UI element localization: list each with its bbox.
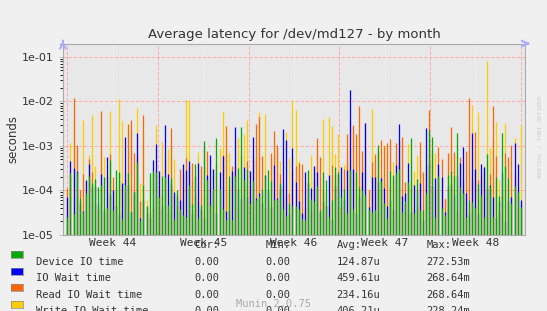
Text: Cur:: Cur:	[194, 240, 219, 250]
Title: Average latency for /dev/md127 - by month: Average latency for /dev/md127 - by mont…	[148, 28, 440, 41]
Text: 268.64m: 268.64m	[427, 290, 470, 299]
Text: 0.00: 0.00	[265, 290, 290, 299]
Text: 124.87u: 124.87u	[336, 257, 380, 267]
Text: 0.00: 0.00	[265, 306, 290, 311]
Text: 406.21u: 406.21u	[336, 306, 380, 311]
Y-axis label: seconds: seconds	[6, 115, 19, 163]
Text: 0.00: 0.00	[265, 273, 290, 283]
Text: 459.61u: 459.61u	[336, 273, 380, 283]
Text: 268.64m: 268.64m	[427, 273, 470, 283]
Text: 0.00: 0.00	[194, 273, 219, 283]
Text: Write IO Wait time: Write IO Wait time	[36, 306, 148, 311]
Text: RRDTOOL / TOBI OETIKER: RRDTOOL / TOBI OETIKER	[538, 95, 543, 178]
Text: Device IO time: Device IO time	[36, 257, 123, 267]
Text: 0.00: 0.00	[194, 257, 219, 267]
Text: Read IO Wait time: Read IO Wait time	[36, 290, 142, 299]
Text: Max:: Max:	[427, 240, 452, 250]
Text: 0.00: 0.00	[265, 257, 290, 267]
Text: IO Wait time: IO Wait time	[36, 273, 110, 283]
Text: 0.00: 0.00	[194, 306, 219, 311]
Text: 234.16u: 234.16u	[336, 290, 380, 299]
Text: 272.53m: 272.53m	[427, 257, 470, 267]
Text: Munin 2.0.75: Munin 2.0.75	[236, 299, 311, 309]
Text: 0.00: 0.00	[194, 290, 219, 299]
Text: 228.24m: 228.24m	[427, 306, 470, 311]
Text: Min:: Min:	[265, 240, 290, 250]
Text: Avg:: Avg:	[336, 240, 362, 250]
